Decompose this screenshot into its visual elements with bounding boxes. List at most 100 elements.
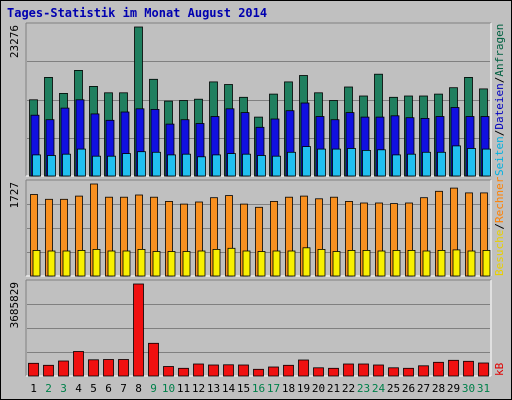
bar-seiten-day-11 xyxy=(182,153,191,177)
x-tick-label: 31 xyxy=(477,382,490,395)
bar-besuche-day-5 xyxy=(92,248,101,277)
bar-besuche-day-23 xyxy=(362,249,371,277)
bar-seiten-day-10 xyxy=(167,154,176,177)
x-tick-label: 22 xyxy=(342,382,355,395)
x-tick-label: 12 xyxy=(192,382,205,395)
x-tick-label: 7 xyxy=(120,382,127,395)
bar-kb-day-7 xyxy=(118,359,129,377)
x-tick-label: 5 xyxy=(90,382,97,395)
x-tick-label: 20 xyxy=(312,382,325,395)
legend-label-separator: / xyxy=(493,77,506,84)
bar-seiten-day-14 xyxy=(227,153,236,177)
x-tick-label: 16 xyxy=(252,382,265,395)
bar-kb-day-18 xyxy=(283,364,294,377)
bar-kb-day-22 xyxy=(343,363,354,377)
x-tick-label: 17 xyxy=(267,382,280,395)
x-tick-label: 1 xyxy=(30,382,37,395)
bar-seiten-day-15 xyxy=(242,153,251,177)
x-tick-label: 28 xyxy=(432,382,445,395)
bar-kb-day-26 xyxy=(403,367,414,377)
bar-kb-day-5 xyxy=(88,359,99,377)
bar-kb-day-17 xyxy=(268,366,279,377)
bar-seiten-day-7 xyxy=(122,153,131,177)
x-tick-label: 4 xyxy=(75,382,82,395)
bar-besuche-day-7 xyxy=(122,250,131,277)
legend-label-separator: / xyxy=(493,223,506,230)
bar-besuche-day-11 xyxy=(182,251,191,277)
bar-seiten-day-16 xyxy=(257,155,266,177)
legend-label-dateien: Dateien xyxy=(493,83,506,129)
bar-kb-day-25 xyxy=(388,367,399,377)
bar-kb-day-28 xyxy=(433,361,444,377)
x-tick-label: 25 xyxy=(387,382,400,395)
bar-seiten-day-3 xyxy=(62,153,71,177)
legend-label-besuche: Besuche xyxy=(493,230,506,276)
bar-besuche-day-26 xyxy=(407,249,416,277)
bar-kb-day-15 xyxy=(238,364,249,377)
bar-seiten-day-26 xyxy=(407,153,416,177)
bar-kb-day-4 xyxy=(73,351,84,377)
bar-seiten-day-30 xyxy=(467,148,476,177)
bar-besuche-day-1 xyxy=(32,249,41,277)
bar-kb-day-21 xyxy=(328,367,339,377)
bar-kb-day-3 xyxy=(58,360,69,377)
x-tick-label: 21 xyxy=(327,382,340,395)
legend-label-separator: / xyxy=(493,130,506,137)
y-axis-max-label: 23276 xyxy=(8,25,21,58)
bar-seiten-day-17 xyxy=(272,155,281,177)
bar-kb-day-8 xyxy=(133,283,144,377)
bar-seiten-day-6 xyxy=(107,155,116,177)
bar-seiten-day-4 xyxy=(77,148,86,177)
bar-besuche-day-22 xyxy=(347,249,356,277)
bar-seiten-day-23 xyxy=(362,149,371,177)
bar-besuche-day-27 xyxy=(422,250,431,277)
bar-besuche-day-24 xyxy=(377,250,386,277)
bar-besuche-day-19 xyxy=(302,247,311,277)
bar-seiten-day-2 xyxy=(47,155,56,177)
bar-seiten-day-5 xyxy=(92,155,101,177)
requests-panel: 23276 xyxy=(8,22,492,177)
bar-besuche-day-6 xyxy=(107,250,116,277)
legend-label-rechner: Rechner xyxy=(493,176,506,223)
bar-kb-day-14 xyxy=(223,364,234,377)
bar-kb-day-23 xyxy=(358,363,369,377)
x-tick-label: 23 xyxy=(357,382,370,395)
bar-seiten-day-24 xyxy=(377,149,386,177)
bar-seiten-day-19 xyxy=(302,146,311,177)
x-tick-label: 3 xyxy=(60,382,67,395)
bar-seiten-day-13 xyxy=(212,154,221,177)
bar-besuche-day-2 xyxy=(47,250,56,277)
bar-kb-day-29 xyxy=(448,359,459,377)
x-tick-label: 13 xyxy=(207,382,220,395)
bar-besuche-day-29 xyxy=(452,249,461,277)
legend-label-kb: kB xyxy=(493,362,506,376)
bar-besuche-day-13 xyxy=(212,248,221,277)
x-tick-label: 2 xyxy=(45,382,52,395)
bar-kb-day-19 xyxy=(298,359,309,377)
bar-kb-day-16 xyxy=(253,368,264,377)
bar-kb-day-31 xyxy=(478,362,489,377)
x-tick-label: 18 xyxy=(282,382,295,395)
x-tick-label: 24 xyxy=(372,382,386,395)
bar-kb-day-24 xyxy=(373,364,384,377)
bar-kb-day-13 xyxy=(208,364,219,377)
bar-kb-day-2 xyxy=(43,364,54,377)
bar-seiten-day-22 xyxy=(347,148,356,177)
bar-besuche-day-18 xyxy=(287,250,296,277)
x-tick-label: 14 xyxy=(222,382,236,395)
bar-besuche-day-28 xyxy=(437,249,446,277)
x-tick-label: 29 xyxy=(447,382,460,395)
bar-seiten-day-1 xyxy=(32,154,41,177)
bar-besuche-day-8 xyxy=(137,248,146,277)
bar-besuche-day-20 xyxy=(317,248,326,277)
bar-seiten-day-25 xyxy=(392,154,401,177)
y-axis-max-label: 1727 xyxy=(8,182,21,209)
bar-besuche-day-9 xyxy=(152,251,161,277)
legend-label-seiten: Seiten xyxy=(493,136,506,176)
chart-title: Tages-Statistik im Monat August 2014 xyxy=(7,6,268,20)
bar-kb-day-12 xyxy=(193,363,204,377)
x-tick-label: 10 xyxy=(162,382,175,395)
bar-seiten-day-12 xyxy=(197,156,206,177)
x-tick-label: 8 xyxy=(135,382,142,395)
y-axis-max-label: 3685829 xyxy=(8,282,21,328)
